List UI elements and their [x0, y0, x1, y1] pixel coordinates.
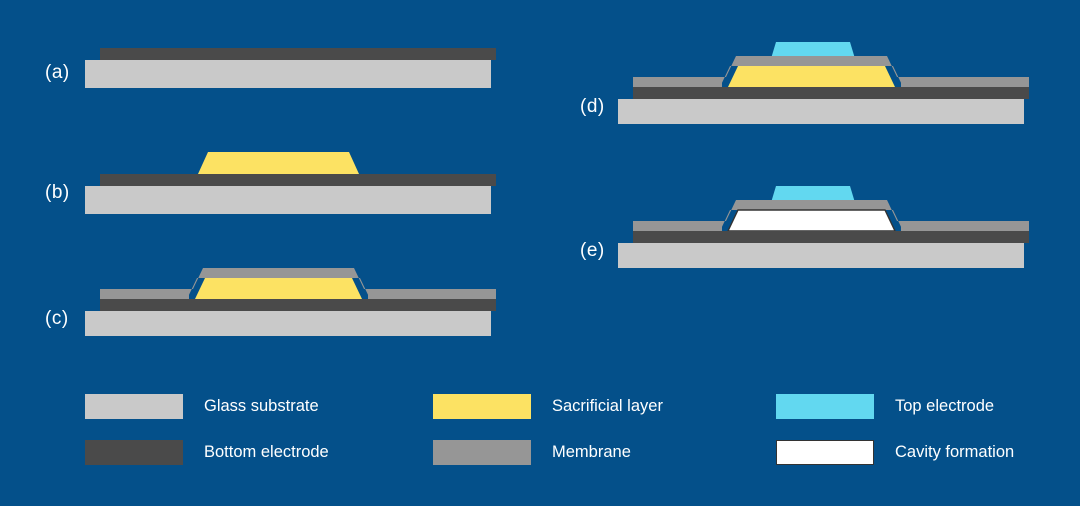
legend-swatch-cavity-formation [776, 439, 874, 465]
panel-b-cross-section [85, 152, 496, 214]
legend-column-2: Sacrificial layer Membrane [433, 380, 773, 480]
legend-item-bottom-electrode: Bottom electrode [85, 439, 329, 465]
legend-label-cavity-formation: Cavity formation [895, 442, 1015, 461]
layer-membrane-left-arm [633, 221, 722, 231]
legend-item-glass-substrate: Glass substrate [85, 393, 319, 419]
legend-label-membrane: Membrane [552, 442, 631, 461]
layer-membrane-right-arm [368, 289, 496, 299]
panel-label-e: (e) [580, 240, 605, 261]
panel-label-d: (d) [580, 96, 605, 117]
layer-glass-substrate [618, 99, 1024, 124]
layer-cavity [726, 209, 897, 232]
layer-glass-substrate [85, 311, 491, 336]
layer-membrane-right-arm [901, 77, 1029, 87]
legend-item-membrane: Membrane [433, 439, 631, 465]
legend-column-1: Glass substrate Bottom electrode [85, 380, 425, 480]
panel-label-b: (b) [45, 182, 70, 203]
layer-bottom-electrode [100, 174, 496, 186]
legend-item-top-electrode: Top electrode [776, 393, 994, 419]
legend-swatch-membrane [433, 439, 531, 465]
legend-label-bottom-electrode: Bottom electrode [204, 442, 329, 461]
layer-bottom-electrode [633, 231, 1029, 243]
panel-label-a: (a) [45, 62, 70, 83]
legend-item-cavity-formation: Cavity formation [776, 439, 1014, 465]
layer-glass-substrate [85, 186, 491, 214]
layer-sacrificial [195, 278, 362, 299]
legend-column-3: Top electrode Cavity formation [776, 380, 1080, 480]
legend: Glass substrate Bottom electrode Sacrifi… [0, 380, 1080, 480]
panel-label-c: (c) [45, 308, 69, 329]
legend-swatch-top-electrode [776, 393, 874, 419]
layer-membrane-right-arm [901, 221, 1029, 231]
layer-glass-substrate [618, 243, 1024, 268]
panel-c-cross-section [85, 268, 496, 336]
panel-e-cross-section [618, 186, 1029, 268]
layer-bottom-electrode [100, 299, 496, 311]
legend-swatch-glass-substrate [85, 393, 183, 419]
layer-sacrificial [198, 152, 359, 174]
legend-swatch-bottom-electrode [85, 439, 183, 465]
layer-membrane-left-arm [100, 289, 189, 299]
legend-label-glass-substrate: Glass substrate [204, 396, 319, 415]
layer-bottom-electrode [100, 48, 496, 60]
legend-label-sacrificial-layer: Sacrificial layer [552, 396, 663, 415]
layer-glass-substrate [85, 60, 491, 88]
layer-bottom-electrode [633, 87, 1029, 99]
legend-label-top-electrode: Top electrode [895, 396, 995, 415]
layer-membrane-left-arm [633, 77, 722, 87]
legend-item-sacrificial-layer: Sacrificial layer [433, 393, 663, 419]
legend-swatch-sacrificial-layer [433, 393, 531, 419]
panel-d-cross-section [618, 42, 1029, 124]
panel-a-cross-section [85, 48, 496, 88]
layer-sacrificial [728, 66, 895, 87]
